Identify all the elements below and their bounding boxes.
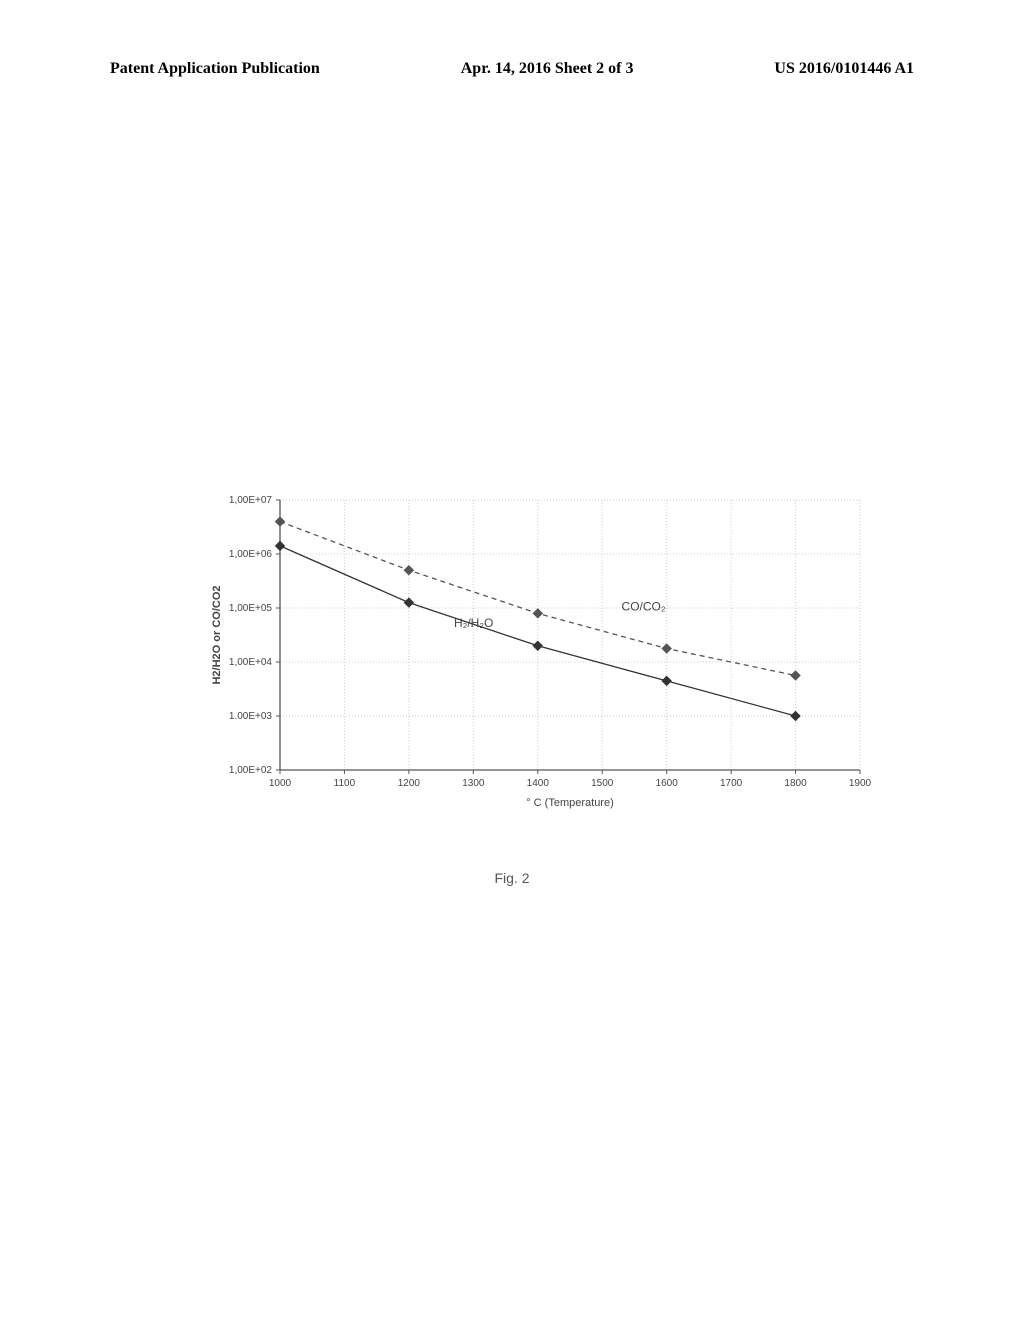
svg-text:1,00E+07: 1,00E+07 [229, 495, 273, 506]
svg-text:1,00E+04: 1,00E+04 [229, 657, 273, 668]
chart-svg: 1,00E+02 1.00E+03 1,00E+04 1,00E+05 1,00E+06… [200, 490, 880, 830]
svg-text:1900: 1900 [849, 778, 872, 789]
svg-text:1100: 1100 [334, 778, 356, 789]
svg-text:H₂/H₂O: H₂/H₂O [454, 616, 493, 630]
svg-text:1.00E+03: 1.00E+03 [229, 711, 273, 722]
header-center: Apr. 14, 2016 Sheet 2 of 3 [461, 60, 634, 78]
figure-caption: Fig. 2 [0, 870, 1024, 886]
chart-figure: 1,00E+02 1.00E+03 1,00E+04 1,00E+05 1,00E+06… [200, 490, 880, 835]
svg-text:H2/H2O or CO/CO2: H2/H2O or CO/CO2 [211, 585, 223, 684]
header-left: Patent Application Publication [110, 60, 320, 78]
svg-text:° C (Temperature): ° C (Temperature) [526, 797, 614, 809]
header-right: US 2016/0101446 A1 [774, 60, 914, 78]
svg-text:1300: 1300 [462, 778, 485, 789]
svg-text:1400: 1400 [527, 778, 550, 789]
svg-text:1500: 1500 [591, 778, 614, 789]
svg-text:1000: 1000 [269, 778, 292, 789]
svg-text:1600: 1600 [656, 778, 679, 789]
svg-text:1700: 1700 [720, 778, 743, 789]
svg-text:1200: 1200 [398, 778, 421, 789]
svg-text:1,00E+06: 1,00E+06 [229, 549, 273, 560]
svg-text:1,00E+05: 1,00E+05 [229, 603, 273, 614]
svg-text:1800: 1800 [784, 778, 807, 789]
page-header: Patent Application Publication Apr. 14, … [0, 0, 1024, 78]
svg-text:1,00E+02: 1,00E+02 [229, 765, 273, 776]
svg-text:CO/CO₂: CO/CO₂ [622, 600, 666, 614]
